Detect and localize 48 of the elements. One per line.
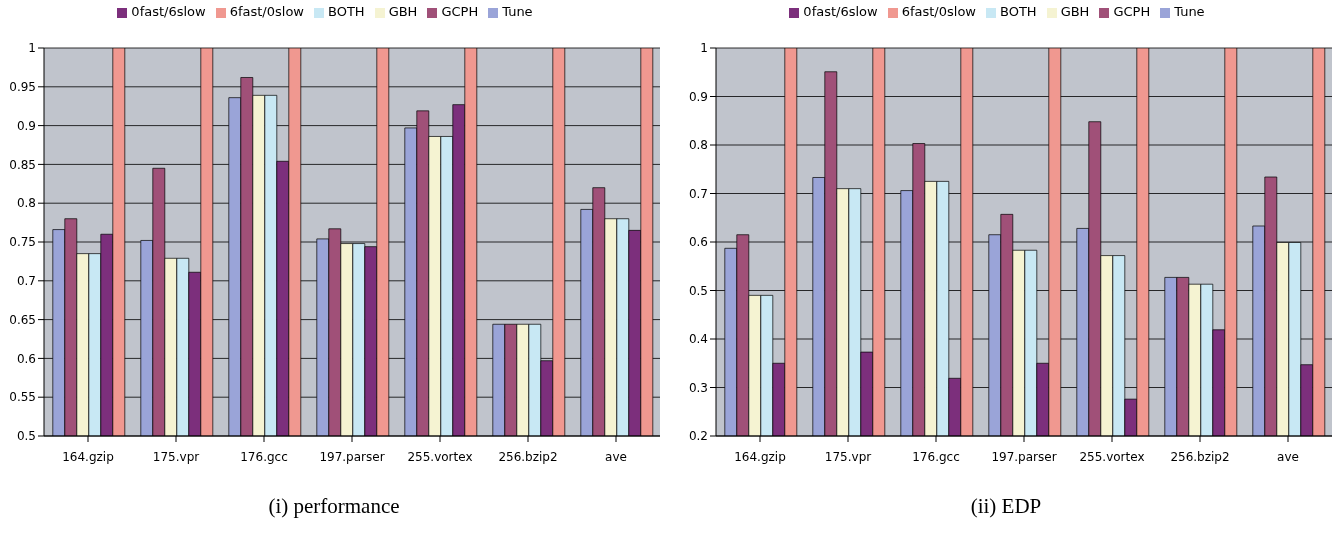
legend-label: GCPH <box>441 4 479 19</box>
x-tick-label: ave <box>1277 449 1299 464</box>
y-tick-label: 0.9 <box>688 89 708 104</box>
y-tick-label: 0.5 <box>688 283 708 298</box>
y-tick-label: 0.55 <box>9 390 36 405</box>
y-tick-label: 0.6 <box>16 351 36 366</box>
y-tick-label: 0.75 <box>9 235 36 250</box>
legend-label: GCPH <box>1113 4 1151 19</box>
y-tick-label: 1 <box>28 41 36 56</box>
x-tick-label: 256.bzip2 <box>1170 449 1230 464</box>
legend-label: 6fast/0slow <box>901 4 976 19</box>
legend-label: 6fast/0slow <box>229 4 304 19</box>
y-tick-label: 0.95 <box>9 80 36 95</box>
x-tick-label: 176.gcc <box>240 449 288 464</box>
legend-label: GBH <box>1060 4 1090 19</box>
y-tick-label: 1 <box>700 41 708 56</box>
x-tick-label: 197.parser <box>319 449 385 464</box>
legend-label: 0fast/6slow <box>131 4 206 19</box>
y-tick-label: 0.6 <box>688 235 708 250</box>
x-tick-label: 175.vpr <box>152 449 200 464</box>
x-tick-label: 197.parser <box>991 449 1057 464</box>
y-tick-label: 0.7 <box>688 186 708 201</box>
y-tick-label: 0.7 <box>16 274 36 289</box>
y-tick-label: 0.8 <box>16 196 36 211</box>
y-tick-label: 0.5 <box>16 429 36 444</box>
y-tick-label: 0.65 <box>9 312 36 327</box>
x-tick-label: 164.gzip <box>62 449 114 464</box>
x-axis-title: (i) performance <box>267 494 401 519</box>
x-tick-label: 176.gcc <box>912 449 960 464</box>
x-axis-title: (ii) EDP <box>969 494 1043 519</box>
legend-label: Tune <box>502 4 533 19</box>
legend-label: BOTH <box>999 4 1037 19</box>
legend-label: 0fast/6slow <box>803 4 878 19</box>
legend-label: GBH <box>388 4 418 19</box>
y-tick-label: 0.4 <box>688 332 708 347</box>
y-tick-label: 0.85 <box>9 157 36 172</box>
x-tick-label: 164.gzip <box>734 449 786 464</box>
x-tick-label: 256.bzip2 <box>498 449 558 464</box>
legend-label: Tune <box>1174 4 1205 19</box>
y-tick-label: 0.3 <box>688 380 708 395</box>
y-tick-label: 0.2 <box>688 429 708 444</box>
x-tick-label: ave <box>605 449 627 464</box>
legend-label: BOTH <box>327 4 365 19</box>
y-tick-label: 0.8 <box>688 138 708 153</box>
y-tick-label: 0.9 <box>16 118 36 133</box>
x-tick-label: 175.vpr <box>824 449 872 464</box>
x-tick-label: 255.vortex <box>407 449 473 464</box>
x-tick-label: 255.vortex <box>1079 449 1145 464</box>
